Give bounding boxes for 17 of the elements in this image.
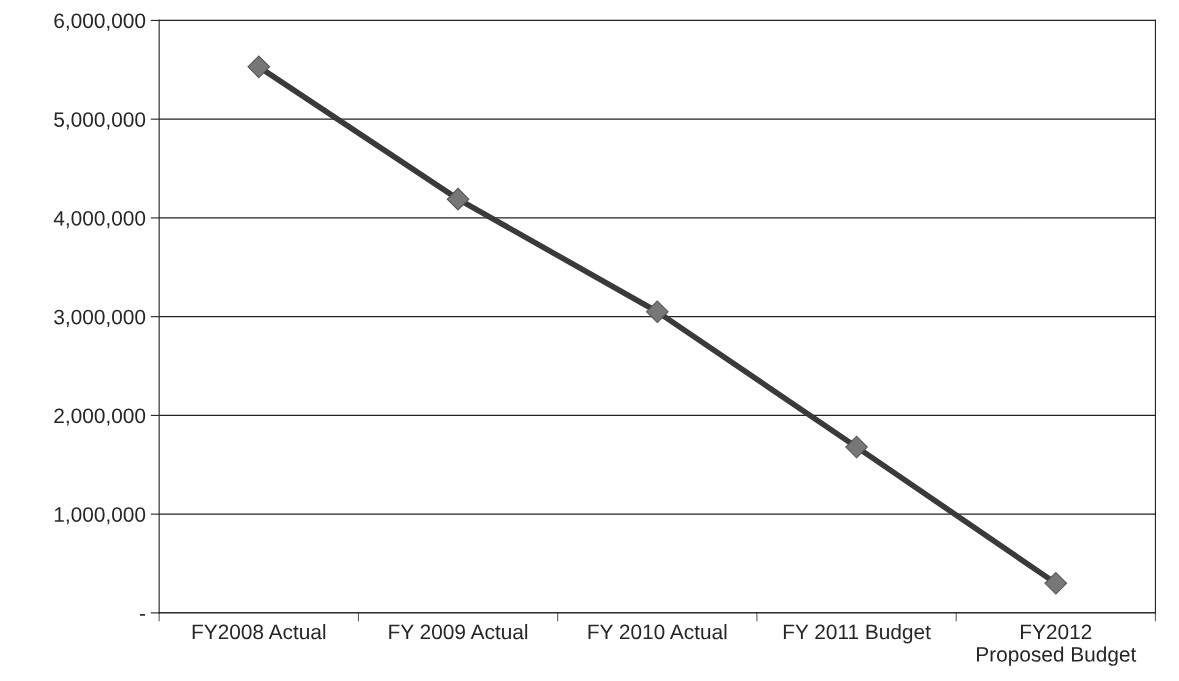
point (645, 300, 669, 324)
x-tick-label: FY2012 Proposed Budget (977, 624, 1137, 666)
point (446, 187, 470, 211)
x-tick-label: FY 2011 Budget (783, 624, 931, 644)
point (247, 55, 271, 79)
y-tick-label: 6,000,000 (54, 13, 146, 31)
x-tick-label: FY2008 Actual (192, 624, 326, 640)
point (1044, 571, 1068, 595)
y-tick-label: 3,000,000 (54, 309, 146, 327)
y-tick-label: 1,000,000 (54, 507, 146, 525)
y-tick-label: 2,000,000 (54, 408, 146, 426)
x-tick-label: FY 2010 Actual (588, 624, 727, 640)
point (845, 435, 868, 459)
y-tick-label: 5,000,000 (54, 112, 146, 130)
x-tick-label: FY 2009 Actual (389, 624, 528, 640)
y-tick-label: - (139, 614, 146, 616)
y-tick-label: 4,000,000 (53, 210, 146, 229)
